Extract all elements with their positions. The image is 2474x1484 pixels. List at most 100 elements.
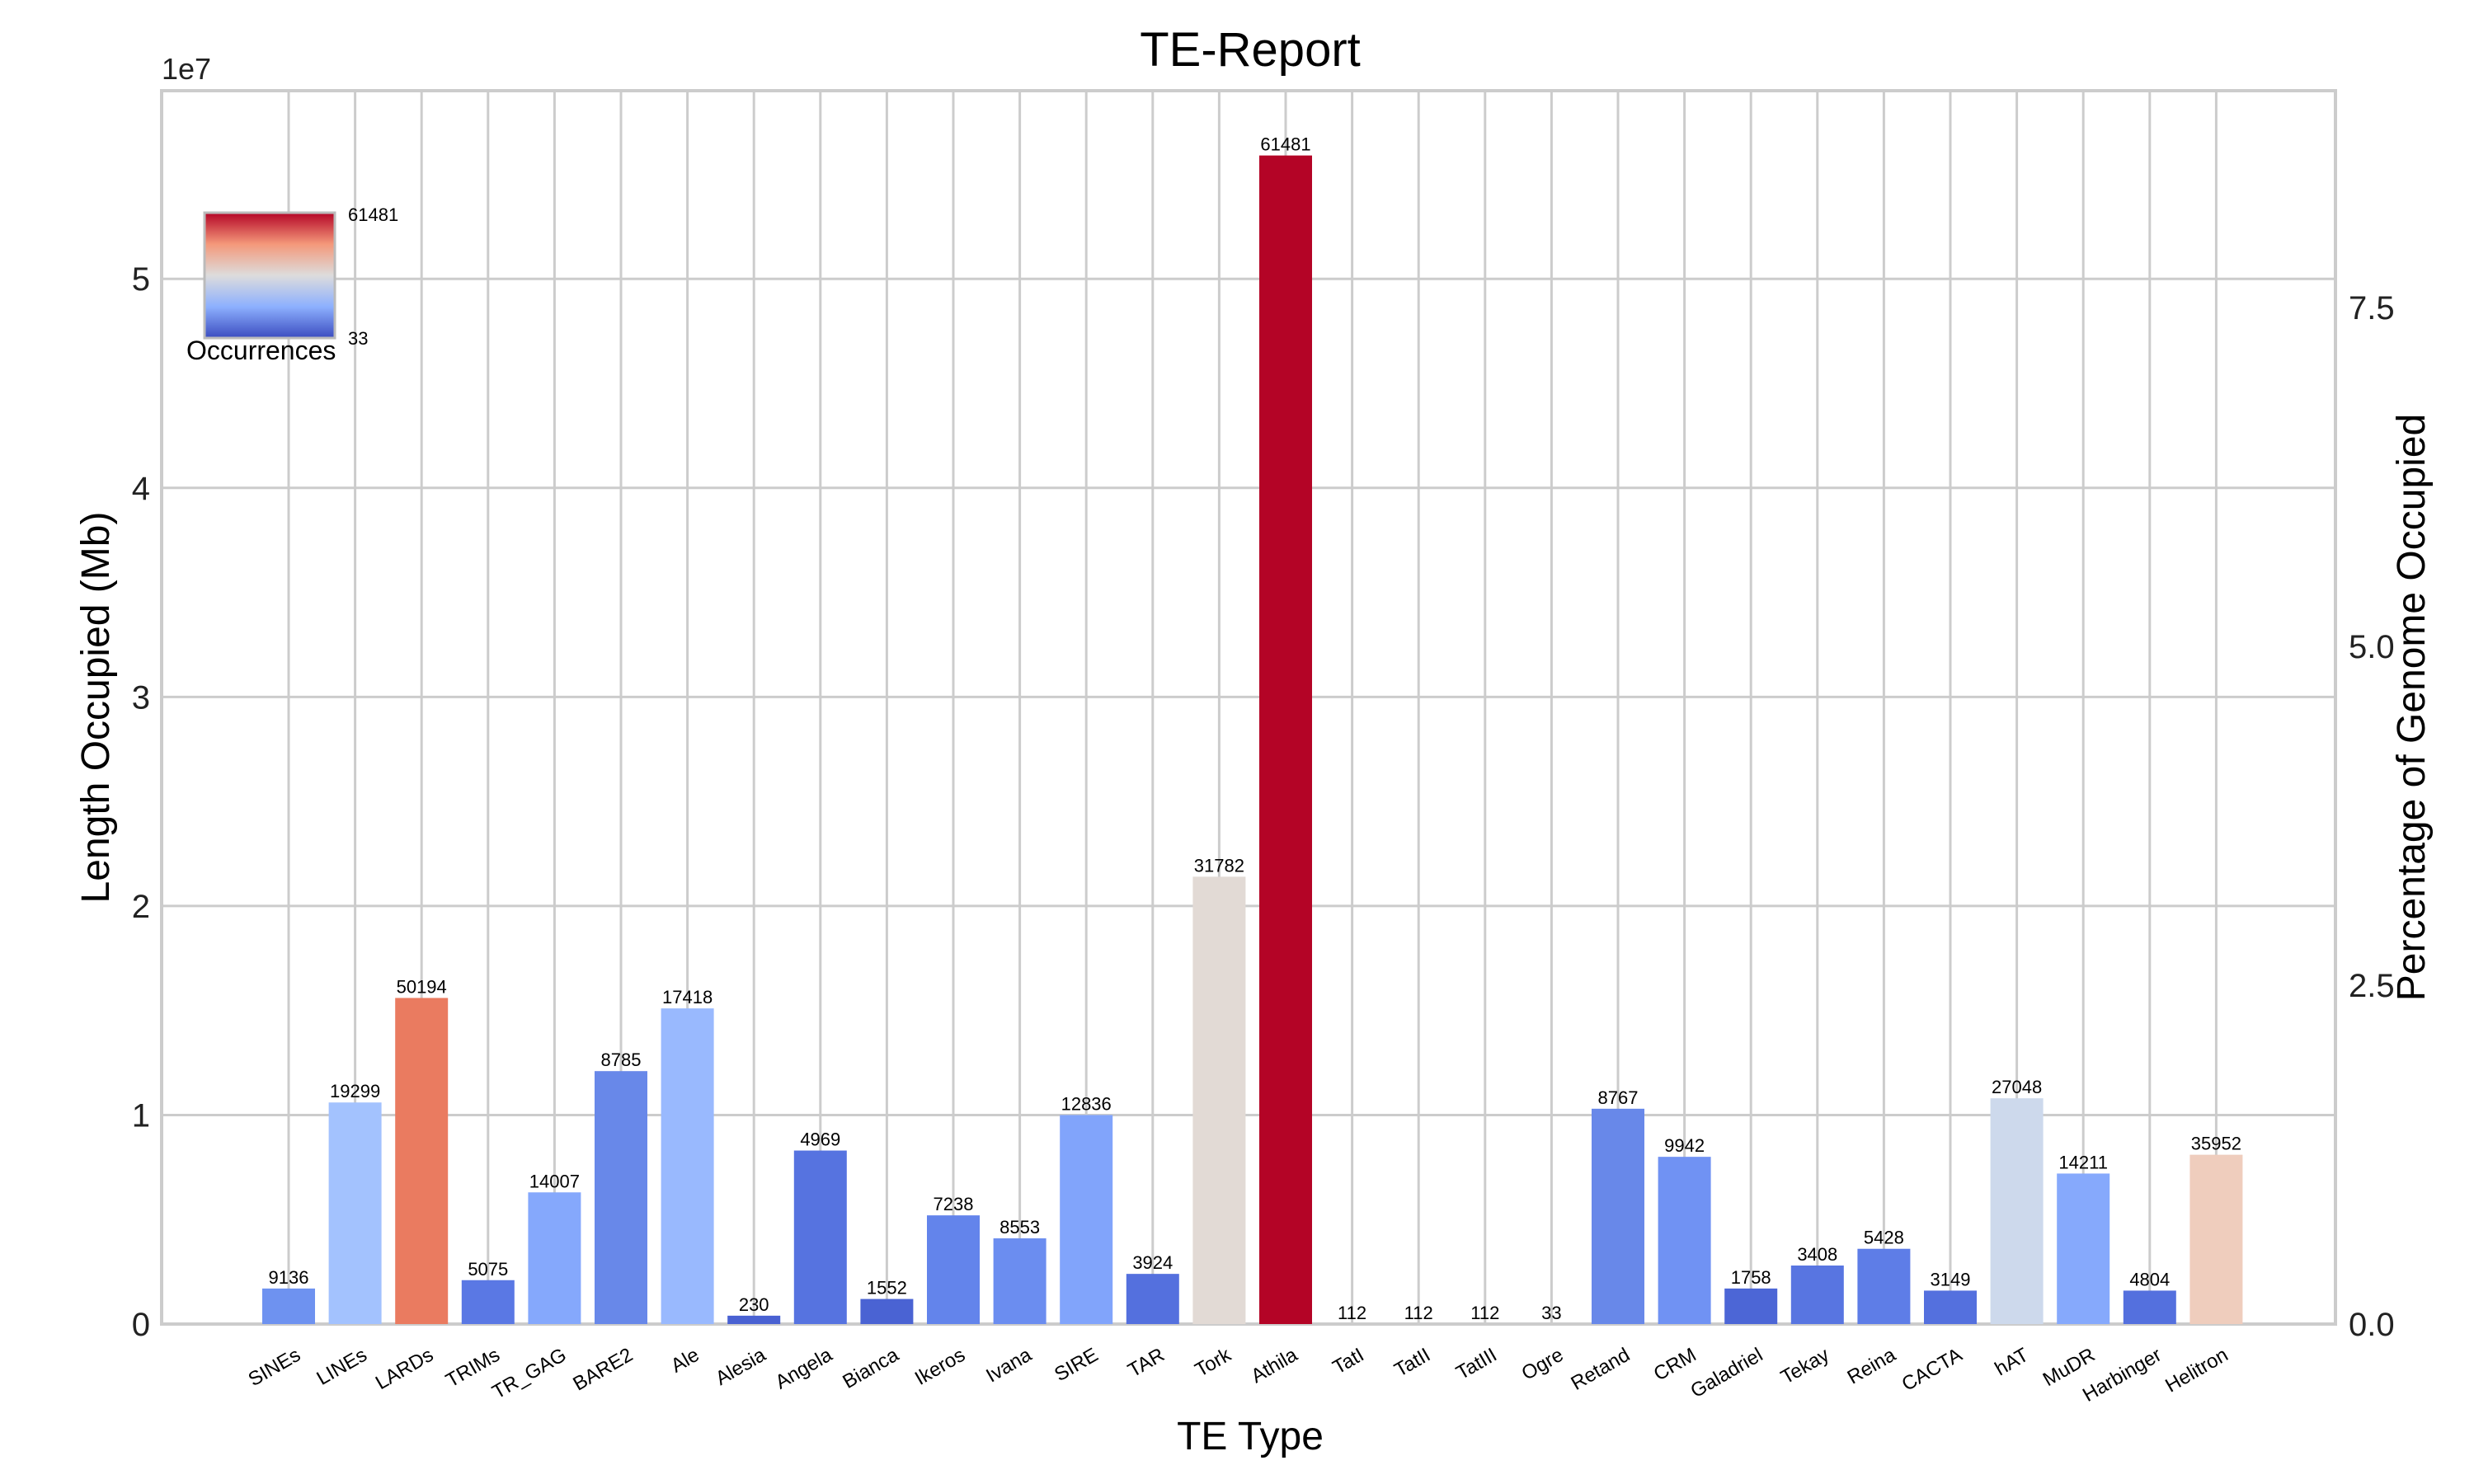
x-tick-label-SIRE: SIRE (1051, 1344, 1102, 1386)
bar-LINEs (328, 1102, 382, 1324)
data-label-TR_GAG: 14007 (529, 1171, 580, 1191)
data-label-Angela: 4969 (800, 1129, 840, 1150)
x-tick-label-hAT: hAT (1992, 1344, 2033, 1381)
bar-Tork (1192, 876, 1246, 1324)
colorbar-gradient (203, 211, 336, 340)
bar-CACTA (1924, 1290, 1977, 1324)
data-label-Tekay: 3408 (1797, 1244, 1837, 1265)
y-axis-label: Length Occupied (Mb) (74, 512, 118, 904)
bar-Harbinger (2123, 1290, 2176, 1324)
bar-Alesia (727, 1315, 781, 1324)
y2-axis-label: Percentage of Genome Occupied (2390, 414, 2434, 1001)
x-tick-label-Alesia: Alesia (712, 1343, 770, 1389)
bar-Bianca (860, 1298, 914, 1324)
y2-tick-label: 0.0 (2349, 1307, 2395, 1343)
x-tick-label-BARE2: BARE2 (569, 1344, 637, 1396)
data-labels: 9136 19299 50194 5075 14007 8785 17418 230 4969 1… (269, 134, 2241, 1323)
data-label-Tork: 31782 (1194, 855, 1244, 876)
data-label-Alesia: 230 (739, 1294, 769, 1315)
y-tick-label: 3 (132, 679, 150, 716)
y2-tick-labels: 0.0 2.5 5.0 7.5 (2349, 290, 2395, 1343)
bar-CRM (1658, 1157, 1711, 1324)
data-label-Galadriel: 1758 (1731, 1267, 1771, 1288)
bar-Angela (793, 1150, 847, 1324)
y2-tick-label: 7.5 (2349, 290, 2395, 326)
colorbar-title: Occurrences (186, 336, 336, 365)
data-label-Bianca: 1552 (867, 1278, 907, 1298)
y2-tick-label: 2.5 (2349, 968, 2395, 1004)
data-label-MuDR: 14211 (2058, 1152, 2108, 1172)
bar-MuDR (2057, 1173, 2110, 1324)
data-label-LARDs: 50194 (397, 976, 447, 997)
y-tick-label: 2 (132, 889, 150, 925)
bar-Helitron (2189, 1154, 2243, 1324)
x-tick-label-Ikeros: Ikeros (911, 1344, 969, 1390)
data-label-BARE2: 8785 (601, 1050, 642, 1070)
colorbar-max-label: 61481 (348, 204, 398, 225)
x-tick-label-Angela: Angela (772, 1343, 837, 1393)
x-tick-label-Tekay: Tekay (1777, 1344, 1833, 1389)
bars (262, 155, 2243, 1324)
x-tick-label-Galadriel: Galadriel (1687, 1344, 1767, 1402)
data-label-Helitron: 35952 (2191, 1134, 2241, 1154)
x-tick-label-Ivana: Ivana (982, 1343, 1036, 1387)
y-tick-label: 5 (132, 261, 150, 298)
y-tick-labels: 0 1 2 3 4 5 (132, 261, 150, 1343)
data-label-hAT: 27048 (1992, 1077, 2042, 1097)
x-tick-label-Helitron: Helitron (2161, 1344, 2232, 1397)
data-label-TatIII: 112 (1470, 1303, 1499, 1323)
bar-TR_GAG (528, 1192, 581, 1324)
data-label-Ale: 17418 (662, 987, 713, 1007)
data-label-TAR: 3924 (1132, 1252, 1173, 1273)
bar-TAR (1126, 1274, 1179, 1324)
bar-Ivana (993, 1238, 1047, 1324)
x-tick-label-TatII: TatII (1390, 1344, 1434, 1382)
x-tick-label-SINEs: SINEs (245, 1344, 304, 1391)
data-label-TatII: 112 (1404, 1303, 1433, 1323)
bar-Ikeros (927, 1215, 980, 1324)
data-label-CACTA: 3149 (1931, 1269, 1971, 1289)
x-tick-label-TatIII: TatIII (1452, 1344, 1501, 1384)
bar-BARE2 (595, 1071, 647, 1324)
data-label-Ogre: 33 (1541, 1303, 1561, 1323)
data-label-TRIMs: 5075 (468, 1259, 508, 1280)
x-tick-label-TAR: TAR (1124, 1344, 1169, 1382)
data-label-LINEs: 19299 (330, 1081, 380, 1101)
data-label-Retand: 8767 (1598, 1087, 1639, 1108)
data-label-TatI: 112 (1338, 1303, 1366, 1323)
x-tick-label-Retand: Retand (1567, 1344, 1634, 1395)
x-tick-label-Tork: Tork (1192, 1343, 1236, 1382)
data-label-Athila: 61481 (1260, 134, 1310, 155)
y-offset-text: 1e7 (162, 52, 211, 86)
data-label-CRM: 9942 (1664, 1135, 1705, 1156)
colorbar-min-label: 33 (348, 328, 368, 349)
plot-area (160, 89, 2337, 1326)
bar-SIRE (1060, 1115, 1113, 1324)
bar-Retand (1592, 1108, 1644, 1324)
x-tick-label-Athila: Athila (1247, 1343, 1301, 1388)
bar-SINEs (262, 1288, 315, 1324)
y-tick-label: 1 (132, 1097, 150, 1134)
bar-Tekay (1790, 1266, 1844, 1324)
data-label-SINEs: 9136 (269, 1267, 309, 1288)
x-tick-label-LARDs: LARDs (372, 1344, 437, 1394)
x-tick-label-CACTA: CACTA (1898, 1344, 1966, 1396)
x-tick-label-LINEs: LINEs (313, 1344, 370, 1390)
bar-Athila (1259, 155, 1312, 1324)
bar-LARDs (395, 998, 449, 1324)
x-tick-label-Bianca: Bianca (839, 1343, 903, 1392)
x-axis-label: TE Type (1177, 1415, 1324, 1458)
data-label-Harbinger: 4804 (2129, 1269, 2170, 1289)
bar-Galadriel (1724, 1288, 1778, 1324)
x-tick-label-Reina: Reina (1844, 1343, 1900, 1388)
x-tick-label-TR_GAG: TR_GAG (488, 1344, 570, 1404)
data-label-Reina: 5428 (1864, 1228, 1904, 1248)
data-label-SIRE: 12836 (1061, 1093, 1112, 1114)
x-tick-label-TatI: TatI (1329, 1344, 1368, 1379)
bar-Ale (661, 1008, 714, 1324)
x-tick-label-Ogre: Ogre (1518, 1344, 1568, 1385)
bar-TRIMs (461, 1280, 515, 1324)
chart-title: TE-Report (1140, 23, 1361, 77)
